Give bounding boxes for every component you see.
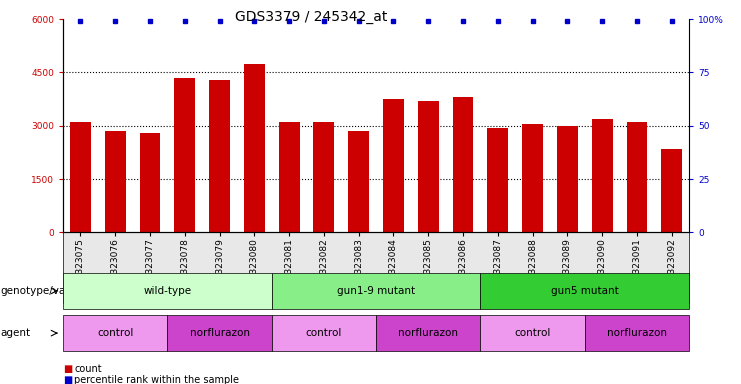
Text: ■: ■ bbox=[63, 375, 72, 384]
Text: norflurazon: norflurazon bbox=[398, 328, 458, 338]
Bar bbox=[104, 131, 125, 232]
Bar bbox=[348, 131, 369, 232]
Bar bbox=[661, 149, 682, 232]
Text: norflurazon: norflurazon bbox=[607, 328, 667, 338]
Bar bbox=[557, 126, 578, 232]
Bar bbox=[209, 79, 230, 232]
Text: wild-type: wild-type bbox=[143, 286, 191, 296]
Text: control: control bbox=[514, 328, 551, 338]
Bar bbox=[592, 119, 613, 232]
Bar bbox=[139, 133, 160, 232]
Text: agent: agent bbox=[1, 328, 31, 338]
Text: control: control bbox=[97, 328, 133, 338]
Text: genotype/variation: genotype/variation bbox=[1, 286, 100, 296]
Bar bbox=[418, 101, 439, 232]
Text: count: count bbox=[74, 364, 102, 374]
Text: norflurazon: norflurazon bbox=[190, 328, 250, 338]
Bar bbox=[488, 127, 508, 232]
Bar bbox=[522, 124, 543, 232]
Text: percentile rank within the sample: percentile rank within the sample bbox=[74, 375, 239, 384]
Text: GDS3379 / 245342_at: GDS3379 / 245342_at bbox=[235, 10, 388, 23]
Bar bbox=[174, 78, 195, 232]
Text: ■: ■ bbox=[63, 364, 72, 374]
Bar bbox=[70, 122, 91, 232]
Text: gun5 mutant: gun5 mutant bbox=[551, 286, 619, 296]
Bar bbox=[626, 122, 648, 232]
Bar bbox=[279, 122, 299, 232]
Bar bbox=[453, 98, 473, 232]
Bar bbox=[383, 99, 404, 232]
Text: gun1-9 mutant: gun1-9 mutant bbox=[337, 286, 415, 296]
Bar bbox=[313, 122, 334, 232]
Bar bbox=[244, 64, 265, 232]
Text: control: control bbox=[306, 328, 342, 338]
